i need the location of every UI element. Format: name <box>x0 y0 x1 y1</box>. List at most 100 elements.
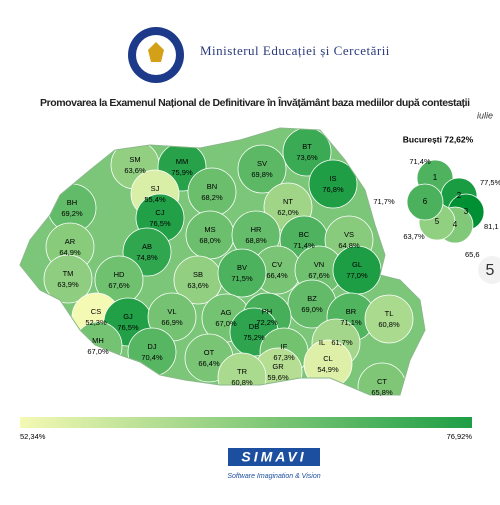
county-value: 75,2% <box>243 333 265 342</box>
county-code: AB <box>142 242 152 251</box>
county-code: SM <box>129 155 140 164</box>
county-code: BV <box>237 263 247 272</box>
sector-number: 5 <box>435 217 440 226</box>
county-value: 69,2% <box>61 209 83 218</box>
county-code: CS <box>91 307 101 316</box>
bucharest-labels: 171,4% 2 77,5% 3 81,1 4 65,6 5 63,7% 6 71,7% <box>373 157 500 259</box>
county-value: 70,4% <box>141 353 163 362</box>
county-code: SJ <box>151 184 160 193</box>
county-code: BC <box>299 230 310 239</box>
county-value: 76,8% <box>322 185 344 194</box>
county-code: CV <box>272 260 282 269</box>
county-code: BH <box>67 198 77 207</box>
county <box>43 254 93 304</box>
county-value: 59,6% <box>267 373 289 382</box>
county-code: BN <box>207 182 217 191</box>
county-value: 67,0% <box>87 347 109 356</box>
county-code: CJ <box>155 208 164 217</box>
county-value: 73,6% <box>296 153 318 162</box>
side-badge <box>478 256 500 284</box>
bucharest-label: București 72,62% <box>403 134 474 144</box>
county-value: 66,9% <box>161 318 183 327</box>
county-code: VL <box>167 307 176 316</box>
county-value: 74,8% <box>136 253 158 262</box>
county-code: HR <box>251 225 262 234</box>
county-value: 71,1% <box>340 318 362 327</box>
logo-box <box>228 448 320 466</box>
county-value: 67,6% <box>308 271 330 280</box>
county-value: 68,0% <box>199 236 221 245</box>
county-value: 75,9% <box>171 168 193 177</box>
county-value: 71,5% <box>231 274 253 283</box>
county <box>364 294 414 344</box>
county-code: GR <box>272 362 284 371</box>
county-value: 67,3% <box>273 353 295 362</box>
county <box>282 128 332 177</box>
county <box>308 159 358 209</box>
county-code: OT <box>204 348 215 357</box>
county-code: SB <box>193 270 203 279</box>
county-value: 63,6% <box>187 281 209 290</box>
county-code: CT <box>377 377 387 386</box>
logo-tagline: Software Imagination & Vision <box>227 473 320 480</box>
county-value: 55,4% <box>144 195 166 204</box>
sector-number: 4 <box>453 220 458 229</box>
county-code: HD <box>114 270 125 279</box>
county-code: GJ <box>123 312 133 321</box>
county-code: MM <box>176 157 189 166</box>
county-code: IS <box>329 174 336 183</box>
sector <box>406 183 444 221</box>
county-code: DB <box>249 322 259 331</box>
sector-number: 3 <box>464 207 469 216</box>
county-code: SV <box>257 159 267 168</box>
sector-number: 1 <box>433 173 438 182</box>
bucharest-map <box>406 159 485 244</box>
county-value: 64,9% <box>59 248 81 257</box>
county-value: 63,6% <box>124 166 146 175</box>
county-value: 64,8% <box>338 241 360 250</box>
county-value: 67,0% <box>215 319 237 328</box>
county-value: 65,8% <box>371 388 393 397</box>
county-value: 71,4% <box>293 241 315 250</box>
county <box>237 144 287 194</box>
county <box>217 248 267 298</box>
county-code: AR <box>65 237 76 246</box>
map <box>20 128 425 395</box>
eagle <box>148 42 164 62</box>
county-code: BZ <box>307 294 317 303</box>
sector-value: 63,7% <box>403 232 425 241</box>
sector-number: 6 <box>423 197 428 206</box>
county-code: AG <box>221 308 232 317</box>
county-value: 69,0% <box>301 305 323 314</box>
county-value: 66,4% <box>266 271 288 280</box>
ministry: Ministerul Educației și Cercetării <box>200 43 390 58</box>
map-outline <box>19 127 426 396</box>
county-value: 52,3% <box>85 318 107 327</box>
sector-value: 71,4% <box>409 157 431 166</box>
county-value: 54,9% <box>317 365 339 374</box>
title: Promovarea la Examenul Național de Defin… <box>40 96 470 109</box>
county-value: 69,8% <box>251 170 273 179</box>
legend-max: 76,92% <box>447 432 473 441</box>
county-code: MS <box>204 225 215 234</box>
county-value: 77,0% <box>346 271 368 280</box>
county-code: MH <box>92 336 104 345</box>
sector-value: 81,1 <box>484 222 499 231</box>
county-value: 63,9% <box>57 280 79 289</box>
county-code: TM <box>63 269 74 278</box>
sector-value: 65,6 <box>465 250 480 259</box>
sector-number: 2 <box>457 191 462 200</box>
county-code: PH <box>262 307 272 316</box>
county-value: 60,8% <box>378 320 400 329</box>
county-code: TL <box>385 309 394 318</box>
county-code: NT <box>283 197 293 206</box>
labels: SM 63,6% MM 75,9% BT 73,6% SV 69,8% SJ 55,4% BN 68,… <box>57 142 400 397</box>
county-value: 66,4% <box>198 359 220 368</box>
county-value: 62,0% <box>277 208 299 217</box>
county-code: BT <box>302 142 312 151</box>
county-value: 68,2% <box>201 193 223 202</box>
county-value: 61,7% <box>331 338 353 347</box>
logo-name: SIMAVI <box>241 449 306 465</box>
date: iulie <box>477 110 493 120</box>
